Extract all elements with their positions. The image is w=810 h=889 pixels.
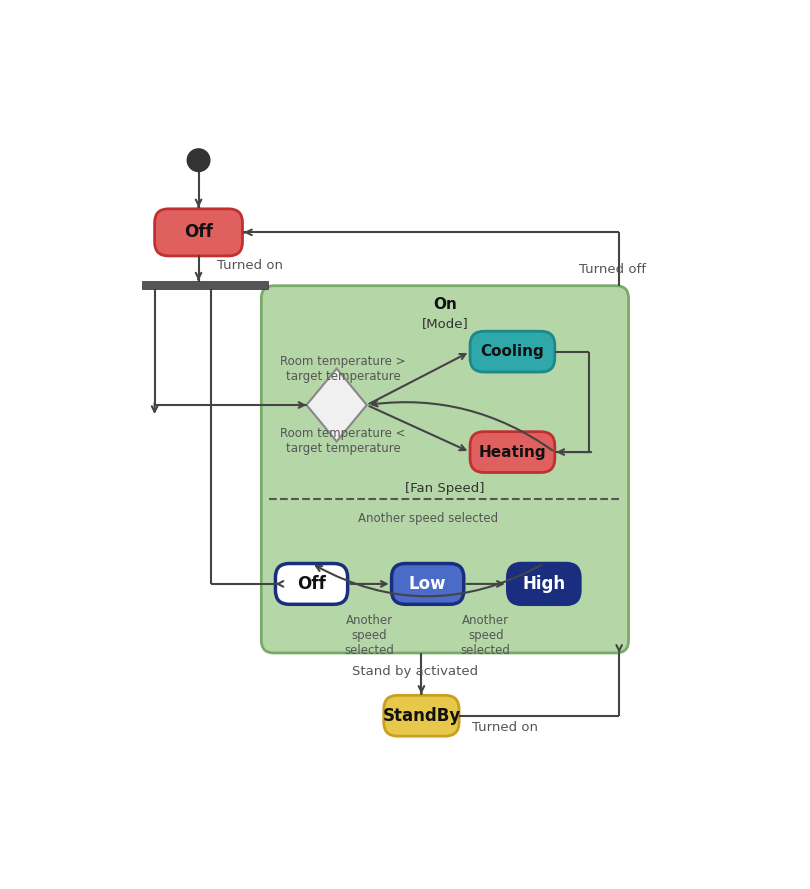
Text: [Mode]: [Mode] (421, 317, 468, 330)
FancyBboxPatch shape (391, 564, 464, 605)
Text: StandBy: StandBy (382, 707, 461, 725)
FancyBboxPatch shape (275, 564, 347, 605)
FancyBboxPatch shape (470, 432, 555, 472)
Text: Turned off: Turned off (579, 263, 646, 276)
Text: Heating: Heating (479, 444, 546, 460)
Text: Stand by activated: Stand by activated (352, 664, 478, 677)
FancyBboxPatch shape (384, 695, 459, 736)
Text: High: High (522, 575, 565, 593)
FancyBboxPatch shape (262, 285, 629, 653)
Text: Another speed selected: Another speed selected (358, 512, 497, 525)
Text: Room temperature >
target temperature: Room temperature > target temperature (280, 356, 406, 383)
Text: Another
speed
selected: Another speed selected (461, 613, 510, 657)
Text: Another
speed
selected: Another speed selected (345, 613, 394, 657)
Text: Off: Off (184, 223, 213, 242)
Text: Cooling: Cooling (480, 344, 544, 359)
Text: Turned on: Turned on (217, 259, 284, 272)
Circle shape (187, 148, 210, 172)
Text: Turned on: Turned on (471, 721, 538, 733)
Bar (142, 281, 267, 289)
Text: Room temperature <
target temperature: Room temperature < target temperature (280, 427, 406, 455)
Text: [Fan Speed]: [Fan Speed] (405, 482, 484, 495)
FancyBboxPatch shape (470, 332, 555, 372)
Text: Low: Low (409, 575, 446, 593)
FancyBboxPatch shape (508, 564, 580, 605)
Text: Off: Off (297, 575, 326, 593)
Text: On: On (433, 297, 457, 312)
FancyBboxPatch shape (155, 209, 242, 256)
Polygon shape (306, 369, 367, 442)
